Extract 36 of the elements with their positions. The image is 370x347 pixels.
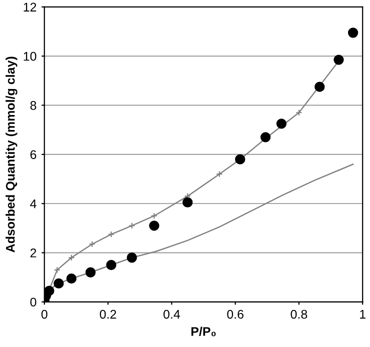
point	[314, 82, 325, 92]
point	[54, 278, 64, 289]
point	[54, 266, 60, 274]
point	[182, 197, 193, 208]
y-tick-label: 10	[24, 52, 36, 61]
x-tick-label: 0.8	[290, 310, 308, 319]
point	[260, 132, 271, 142]
point	[108, 230, 115, 238]
point	[216, 170, 223, 178]
point	[106, 260, 116, 270]
y-tick-label: 2	[30, 248, 36, 258]
y-tick-label: 0	[30, 298, 36, 307]
point	[128, 222, 136, 230]
y-tick-label: 6	[30, 150, 36, 160]
x-axis-title: P/P₀	[191, 326, 216, 336]
point	[44, 286, 54, 296]
x-tick-label: 0.6	[227, 310, 244, 319]
y-tick-label: 12	[24, 2, 36, 12]
point	[150, 212, 158, 220]
point	[348, 28, 358, 38]
point	[334, 54, 344, 65]
y-tick-label: 8	[30, 101, 36, 110]
x-tick-label: 0.2	[100, 310, 116, 319]
x-tick-label: 0.4	[163, 310, 180, 319]
point	[66, 273, 77, 284]
y-axis-title: Adsorbed Quantity (mmol/g clay)	[6, 56, 18, 252]
point	[149, 220, 160, 231]
y-tick-label: 4	[30, 200, 36, 208]
point	[68, 254, 75, 261]
point	[88, 240, 96, 248]
x-tick-label: 0	[41, 310, 48, 319]
point	[85, 267, 96, 278]
point	[126, 252, 137, 263]
x-tick-label: 1	[360, 310, 366, 319]
point	[296, 109, 302, 116]
point	[276, 118, 287, 129]
